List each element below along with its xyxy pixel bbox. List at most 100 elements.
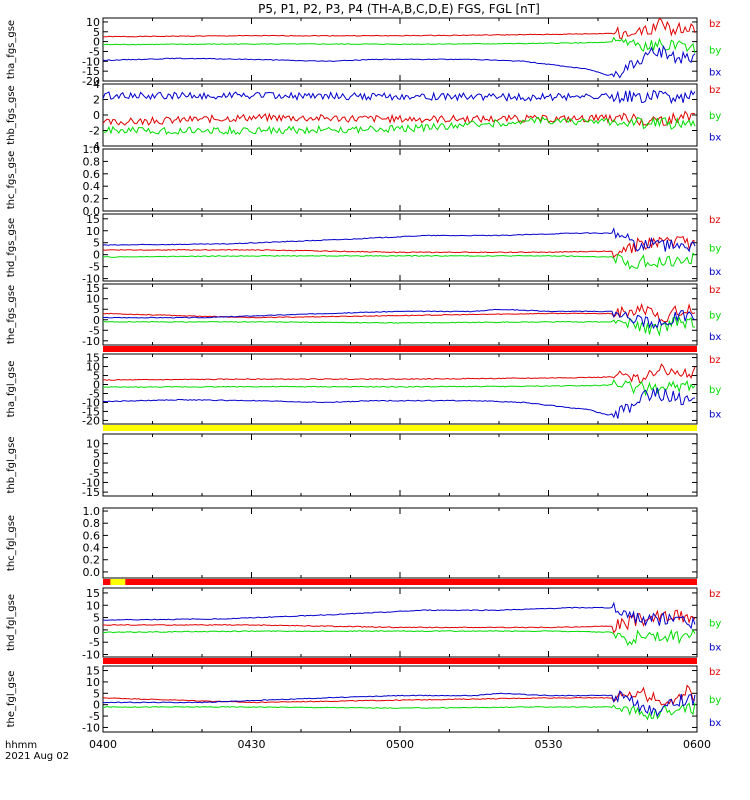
y-axis-label: thb_fgl_gse bbox=[6, 437, 17, 494]
panel-frame bbox=[102, 507, 698, 579]
y-tick-label: -15 bbox=[82, 486, 100, 499]
series-line-by bbox=[103, 36, 696, 54]
y-tick-label: -10 bbox=[82, 721, 100, 734]
y-tick-label: 0 bbox=[93, 624, 100, 637]
panel-frame bbox=[102, 665, 698, 733]
flag-bar-red bbox=[125, 579, 697, 585]
y-tick-label: -15 bbox=[82, 405, 100, 418]
series-line-by bbox=[102, 628, 696, 647]
y-tick-label: 5 bbox=[93, 370, 100, 383]
panel-thb_fgs_gse: 4 2 0 -2 -4 thb_fgs_gse bz by bx bbox=[6, 78, 721, 153]
legend-bx: bx bbox=[709, 267, 721, 278]
y-tick-label: 15 bbox=[86, 665, 100, 678]
panel-thc_fgs_gse: 1.00.80.60.40.20.0 thc_fgs_gse bbox=[6, 143, 698, 218]
y-tick-label: 0 bbox=[93, 249, 100, 262]
y-tick-label: -5 bbox=[89, 324, 100, 337]
y-tick-label: 4 bbox=[93, 78, 100, 91]
y-axis-label: tha_fgs_gse bbox=[6, 20, 17, 79]
legend-by: by bbox=[709, 111, 721, 122]
y-tick-label: 10 bbox=[86, 293, 100, 306]
y-tick-label: 0 bbox=[93, 699, 100, 712]
series-line-bx bbox=[102, 89, 696, 105]
y-tick-label: -5 bbox=[89, 710, 100, 723]
y-tick-label: 5 bbox=[93, 447, 100, 460]
y-axis-label: thb_fgs_gse bbox=[6, 85, 17, 144]
y-tick-label: 0.0 bbox=[83, 205, 101, 218]
flag-bar-red bbox=[103, 658, 697, 664]
y-tick-label: 15 bbox=[86, 352, 100, 365]
legend-bz: bz bbox=[709, 215, 721, 226]
y-tick-label: -5 bbox=[89, 467, 100, 480]
legend-by: by bbox=[709, 385, 721, 396]
y-tick-label: 0.0 bbox=[83, 566, 101, 579]
legend-bz: bz bbox=[709, 667, 721, 678]
x-tick-label: 0530 bbox=[535, 738, 563, 751]
legend-by: by bbox=[709, 695, 721, 706]
series-line-bz bbox=[102, 17, 696, 39]
chart-title: P5, P1, P2, P3, P4 (TH-A,B,C,D,E) FGS, F… bbox=[258, 2, 540, 16]
footer-label-hhmm: hhmm bbox=[5, 740, 37, 751]
x-tick-label: 0430 bbox=[238, 738, 266, 751]
flag-bars bbox=[103, 346, 697, 664]
series-line-bz bbox=[103, 609, 696, 634]
y-tick-label: -15 bbox=[82, 65, 100, 78]
y-tick-label: -20 bbox=[82, 414, 100, 427]
y-tick-label: -10 bbox=[82, 335, 100, 348]
series-line-bx bbox=[102, 601, 696, 630]
y-tick-label: -10 bbox=[82, 476, 100, 489]
y-axis-label: thd_fgl_gse bbox=[6, 594, 17, 651]
series-line-by bbox=[102, 379, 696, 397]
legend-bz: bz bbox=[709, 589, 721, 600]
y-tick-label: 0.8 bbox=[83, 517, 101, 530]
y-tick-label: -10 bbox=[82, 55, 100, 68]
series-line-by bbox=[102, 315, 696, 337]
y-tick-label: -5 bbox=[89, 387, 100, 400]
legend-bx: bx bbox=[709, 68, 721, 79]
y-tick-label: 5 bbox=[93, 687, 100, 700]
y-axis-label: thc_fgs_gse bbox=[6, 151, 17, 210]
y-tick-label: 10 bbox=[86, 438, 100, 451]
series-line-bx bbox=[102, 308, 696, 330]
y-tick-label: 5 bbox=[93, 303, 100, 316]
flag-bar-red bbox=[103, 579, 111, 585]
series-line-by bbox=[103, 702, 696, 721]
panel-frame bbox=[102, 353, 698, 425]
series-line-by bbox=[103, 116, 696, 135]
y-tick-label: 0 bbox=[93, 379, 100, 392]
y-tick-label: 0.2 bbox=[83, 193, 101, 206]
y-tick-label: 10 bbox=[86, 361, 100, 374]
y-tick-label: 0.2 bbox=[83, 554, 101, 567]
y-tick-label: 1.0 bbox=[83, 505, 101, 518]
y-tick-label: 0.4 bbox=[83, 542, 101, 555]
series-line-bx bbox=[102, 690, 696, 718]
y-tick-label: 0.6 bbox=[83, 168, 101, 181]
y-tick-label: 15 bbox=[86, 587, 100, 600]
y-axis-label: the_fgl_gse bbox=[6, 671, 17, 728]
x-tick-label: 0400 bbox=[89, 738, 117, 751]
legend-bx: bx bbox=[709, 133, 721, 144]
legend-bx: bx bbox=[709, 718, 721, 729]
y-tick-label: 0.8 bbox=[83, 155, 101, 168]
y-tick-label: 10 bbox=[86, 676, 100, 689]
panel-frame bbox=[102, 433, 698, 497]
y-tick-label: 10 bbox=[86, 599, 100, 612]
y-tick-label: 2 bbox=[93, 94, 100, 107]
y-tick-label: 15 bbox=[86, 282, 100, 295]
legend-by: by bbox=[709, 619, 721, 630]
y-tick-label: -4 bbox=[89, 140, 100, 153]
y-tick-label: 15 bbox=[86, 213, 100, 226]
y-tick-label: 0 bbox=[93, 36, 100, 49]
y-axis-label: tha_fgl_gse bbox=[6, 361, 17, 418]
panel-frame bbox=[102, 213, 698, 282]
y-tick-label: 5 bbox=[93, 26, 100, 39]
panel-thc_fgl_gse: 1.00.80.60.40.20.0 thc_fgl_gse bbox=[6, 505, 698, 579]
y-tick-label: 0 bbox=[93, 457, 100, 470]
y-tick-label: 5 bbox=[93, 237, 100, 250]
y-tick-label: 10 bbox=[86, 225, 100, 238]
